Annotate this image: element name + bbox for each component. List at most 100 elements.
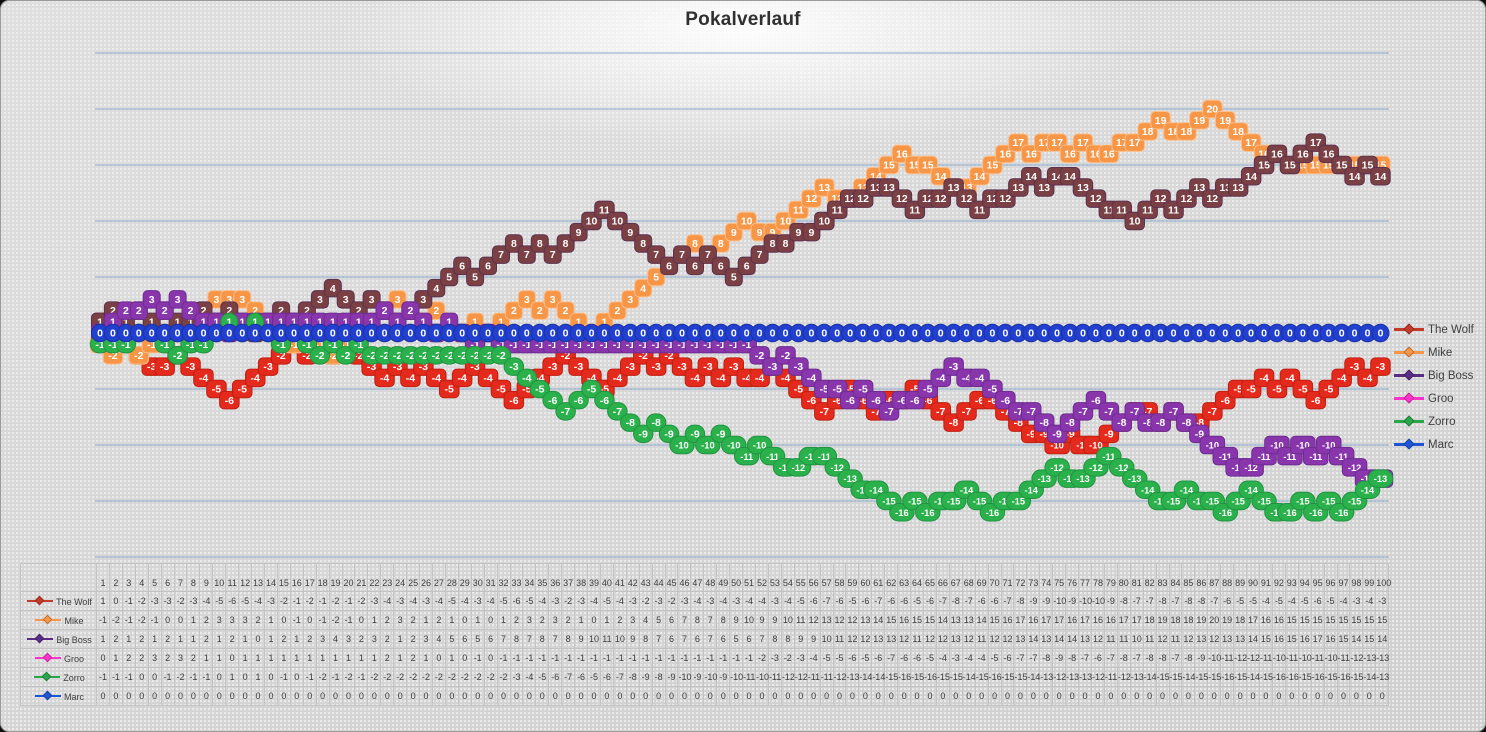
table-cell: -10 xyxy=(1052,591,1066,611)
table-cell: -13 xyxy=(1375,667,1389,687)
data-label: -2 xyxy=(328,350,337,362)
table-header-cell: 63 xyxy=(897,563,912,592)
data-label: -1 xyxy=(276,339,285,351)
data-label: -2 xyxy=(108,350,117,362)
data-label-box xyxy=(556,234,575,253)
data-label: 12 xyxy=(961,193,973,205)
table-cell: 0 xyxy=(470,686,485,706)
table-cell: -3 xyxy=(393,591,408,611)
data-label: -9 xyxy=(1104,428,1113,440)
legend-entry-marc[interactable]: Marc xyxy=(1394,433,1484,456)
table-cell: -5 xyxy=(819,648,834,668)
table-cell: -14 xyxy=(1181,667,1195,687)
data-label: -15 xyxy=(1206,497,1219,507)
data-label: -16 xyxy=(1283,508,1296,518)
plot-area[interactable]: 10-1-2-3-3-2-3-4-5-6-5-4-3-2-1-2-1-2-1-2… xyxy=(0,0,1486,562)
chart-title[interactable]: Pokalverlauf xyxy=(685,9,801,30)
table-cell: 2 xyxy=(199,610,214,630)
table-header-cell: 39 xyxy=(587,563,601,592)
table-cell: 1 xyxy=(496,610,511,630)
table-cell: -6 xyxy=(225,591,240,611)
table-cell: -15 xyxy=(1168,667,1183,687)
data-label: -5 xyxy=(910,384,919,396)
table-cell: 16 xyxy=(1271,629,1286,649)
table-cell: 0 xyxy=(1026,686,1041,706)
table-cell: 0 xyxy=(496,686,511,706)
legend-entry-zorro[interactable]: Zorro xyxy=(1394,410,1484,433)
data-label: -3 xyxy=(509,361,518,373)
table-cell: -1 xyxy=(638,648,653,668)
table-row-label: Groo xyxy=(20,648,97,668)
data-label: 0 xyxy=(356,328,362,340)
data-label: 1 xyxy=(188,316,194,328)
data-label: -1 xyxy=(561,339,570,351)
data-label: -13 xyxy=(1374,474,1387,484)
table-cell: 15 xyxy=(1297,610,1312,630)
table-cell: 17 xyxy=(1039,610,1054,630)
table-cell: -10 xyxy=(755,667,769,687)
data-label: -1 xyxy=(522,339,531,351)
table-cell: -3 xyxy=(548,591,563,611)
table-cell: 2 xyxy=(186,648,201,668)
table-cell: -15 xyxy=(884,667,898,687)
table-cell: -4 xyxy=(406,591,421,611)
table-cell: 15 xyxy=(1336,629,1351,649)
table-cell: -1 xyxy=(548,648,563,668)
table-cell: -1 xyxy=(341,591,356,611)
data-label: -8 xyxy=(949,417,958,429)
table-cell: -14 xyxy=(1142,667,1157,687)
data-label: -4 xyxy=(936,372,945,384)
table-header-cell: 86 xyxy=(1194,563,1209,592)
table-cell: -4 xyxy=(780,591,795,611)
table-cell: -1 xyxy=(677,648,692,668)
table-cell: 0 xyxy=(742,686,757,706)
data-label: -9 xyxy=(1065,428,1074,440)
data-label: -11 xyxy=(1283,452,1296,462)
data-label-box xyxy=(168,290,187,309)
table-cell: -16 xyxy=(1220,667,1234,687)
data-label: 0 xyxy=(640,328,646,340)
data-label: -10 xyxy=(1322,441,1335,451)
data-label: 2 xyxy=(252,305,258,317)
data-label: -14 xyxy=(1024,485,1038,495)
table-header-cell: 50 xyxy=(729,563,744,592)
table-cell: 12 xyxy=(935,629,950,649)
table-cell: -2 xyxy=(406,667,421,687)
legend-entry-mike[interactable]: Mike xyxy=(1394,341,1484,364)
table-cell: -8 xyxy=(1013,591,1028,611)
legend-entry-big-boss[interactable]: Big Boss xyxy=(1394,364,1484,387)
data-label: 13 xyxy=(883,182,895,194)
data-label: -15 xyxy=(1257,497,1270,507)
table-cell: -2 xyxy=(780,648,795,668)
data-label: -5 xyxy=(587,384,596,396)
table-cell: 3 xyxy=(147,648,162,668)
data-label: -15 xyxy=(973,497,986,507)
data-label: 4 xyxy=(640,283,646,295)
data-label: 12 xyxy=(896,193,908,205)
table-cell: 14 xyxy=(1375,629,1390,649)
table-cell: 5 xyxy=(651,610,666,630)
table-cell: -2 xyxy=(173,591,188,611)
table-cell: 5 xyxy=(470,629,485,649)
table-header-cell: 87 xyxy=(1207,563,1222,592)
data-table[interactable]: 1 2 3 4 5 6 7 8 9 10 11 12 13 14 15 16 17 18 19 20 21 22 23 24 2… xyxy=(20,563,1391,706)
data-label: -2 xyxy=(561,350,570,362)
table-cell: 1 xyxy=(186,629,201,649)
legend-entry-the-wolf[interactable]: The Wolf xyxy=(1394,318,1484,341)
table-cell: -3 xyxy=(767,591,782,611)
data-label: -4 xyxy=(962,372,971,384)
data-label: 0 xyxy=(601,328,607,340)
table-cell: 0 xyxy=(173,686,188,706)
table-cell: 10 xyxy=(742,610,757,630)
data-label: -4 xyxy=(483,372,492,384)
data-label: 11 xyxy=(1116,204,1127,216)
table-cell: 11 xyxy=(832,629,847,649)
data-label: -6 xyxy=(910,395,919,407)
data-label: -7 xyxy=(1027,406,1036,418)
table-cell: 1 xyxy=(341,648,356,668)
table-cell: 0 xyxy=(1246,686,1260,706)
table-header-cell: 37 xyxy=(561,563,576,592)
table-cell: 11 xyxy=(1168,629,1183,649)
legend-entry-groo[interactable]: Groo xyxy=(1394,387,1484,410)
